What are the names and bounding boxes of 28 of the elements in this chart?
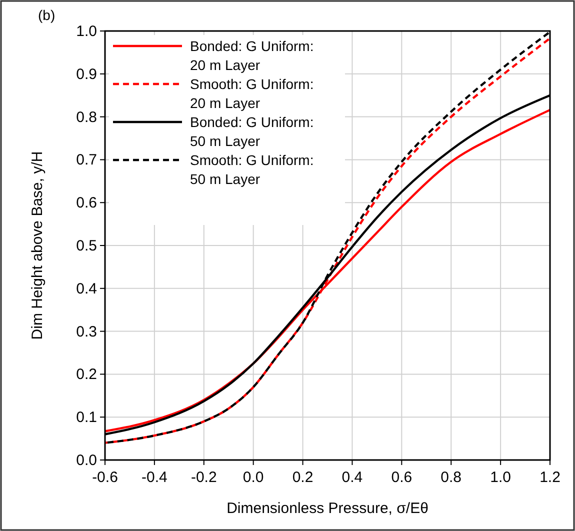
x-tick-label: -0.2 <box>190 469 217 486</box>
y-tick-label: 0.0 <box>76 452 97 469</box>
y-tick-label: 0.3 <box>76 323 97 340</box>
y-tick-label: 0.6 <box>76 194 97 212</box>
legend-label: Smooth: G Uniform: 20 m Layer <box>190 76 314 111</box>
x-tick-label: 0.2 <box>292 469 314 486</box>
y-tick-label: 0.1 <box>76 409 97 426</box>
x-tick-label: 0.0 <box>242 469 264 486</box>
x-tick-label: 0.6 <box>391 469 412 486</box>
legend-label: Bonded: G Uniform: 20 m Layer <box>190 38 314 73</box>
y-tick-label: 0.2 <box>76 366 97 384</box>
x-tick-label: 0.8 <box>440 469 462 486</box>
y-tick-label: 0.5 <box>76 238 97 254</box>
y-axis-title: Dim Height above Base, y/H <box>29 151 46 340</box>
y-tick-label: 0.8 <box>76 108 97 126</box>
legend-label: Smooth: G Uniform: 50 m Layer <box>190 152 314 187</box>
text: (b) <box>38 7 56 23</box>
y-tick-label: 0.9 <box>76 66 97 83</box>
y-tick-label: 0.7 <box>76 152 97 169</box>
x-tick-label: -0.4 <box>142 469 168 486</box>
y-tick-label: 1.0 <box>76 23 97 40</box>
y-tick-label: 0.4 <box>76 280 97 298</box>
x-tick-label: 0.4 <box>342 469 363 486</box>
x-tick-label: 1.2 <box>540 469 560 486</box>
x-tick-label: -0.6 <box>92 469 118 486</box>
x-axis-title: Dimensionless Pressure, σ/Eθ <box>226 500 428 517</box>
legend-label: Bonded: G Uniform: 50 m Layer <box>190 114 314 149</box>
x-tick-label: 1.0 <box>490 469 511 486</box>
